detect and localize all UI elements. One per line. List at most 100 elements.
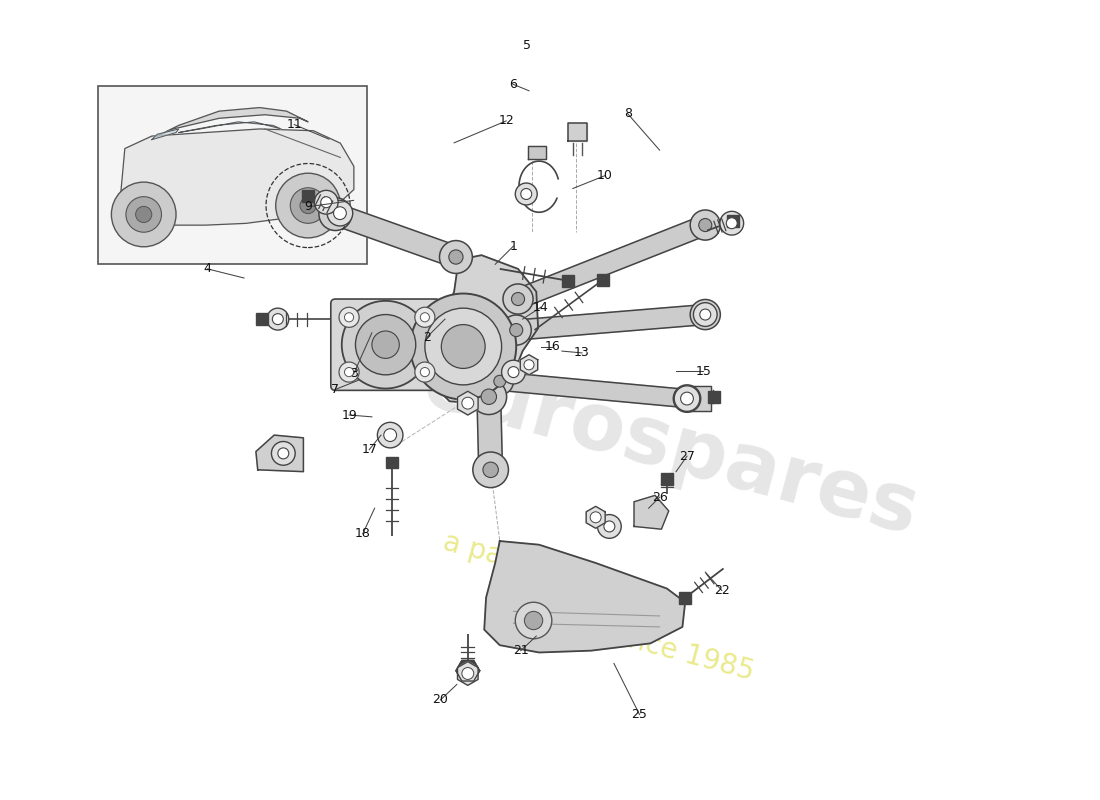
- Circle shape: [690, 299, 721, 330]
- Circle shape: [681, 393, 693, 405]
- Circle shape: [339, 362, 359, 382]
- Circle shape: [508, 366, 519, 378]
- Bar: [661, 473, 673, 485]
- Circle shape: [355, 314, 416, 375]
- Circle shape: [415, 307, 434, 327]
- Circle shape: [344, 367, 353, 377]
- Circle shape: [700, 309, 711, 320]
- Circle shape: [315, 190, 338, 214]
- Circle shape: [410, 294, 516, 399]
- Circle shape: [135, 206, 152, 222]
- Text: 25: 25: [631, 708, 648, 721]
- FancyBboxPatch shape: [331, 299, 440, 390]
- Text: 18: 18: [355, 527, 371, 540]
- Polygon shape: [458, 662, 478, 686]
- Text: 15: 15: [695, 365, 712, 378]
- Polygon shape: [499, 372, 688, 408]
- Polygon shape: [688, 386, 711, 411]
- Circle shape: [384, 429, 397, 442]
- Text: 17: 17: [361, 443, 377, 456]
- Bar: [679, 592, 691, 604]
- Text: 3: 3: [350, 367, 358, 381]
- Circle shape: [449, 250, 463, 264]
- Text: 7: 7: [331, 383, 340, 396]
- Polygon shape: [455, 661, 480, 681]
- Bar: [727, 215, 738, 227]
- Polygon shape: [586, 506, 605, 528]
- Circle shape: [328, 207, 342, 222]
- Circle shape: [673, 385, 701, 412]
- Text: 19: 19: [341, 409, 356, 422]
- Polygon shape: [157, 107, 308, 136]
- Circle shape: [278, 448, 289, 459]
- Circle shape: [690, 210, 721, 240]
- Circle shape: [674, 386, 700, 411]
- Circle shape: [524, 360, 534, 370]
- Text: 6: 6: [509, 78, 517, 91]
- Text: 22: 22: [714, 584, 729, 597]
- Circle shape: [462, 398, 474, 409]
- Text: 12: 12: [498, 114, 514, 127]
- Text: since 1985: since 1985: [604, 619, 758, 686]
- Text: 8: 8: [624, 107, 631, 120]
- Circle shape: [272, 442, 295, 466]
- Circle shape: [441, 325, 485, 369]
- Circle shape: [726, 218, 737, 229]
- Circle shape: [342, 301, 429, 389]
- Circle shape: [525, 611, 542, 630]
- Circle shape: [597, 514, 622, 538]
- Circle shape: [515, 602, 552, 638]
- Circle shape: [327, 200, 353, 226]
- Polygon shape: [516, 305, 706, 340]
- Circle shape: [319, 198, 352, 230]
- Circle shape: [125, 197, 162, 232]
- Text: 5: 5: [524, 38, 531, 52]
- Circle shape: [267, 308, 289, 330]
- Text: 14: 14: [534, 301, 549, 314]
- Circle shape: [471, 379, 507, 414]
- Circle shape: [604, 521, 615, 532]
- Polygon shape: [484, 541, 685, 653]
- Polygon shape: [152, 129, 178, 140]
- Text: 4: 4: [204, 262, 211, 275]
- Polygon shape: [429, 255, 538, 403]
- Text: 2: 2: [422, 331, 430, 344]
- Text: 27: 27: [679, 450, 695, 462]
- Circle shape: [339, 307, 359, 327]
- Circle shape: [693, 302, 717, 326]
- Circle shape: [111, 182, 176, 246]
- Bar: [562, 275, 574, 286]
- Polygon shape: [528, 146, 547, 159]
- Circle shape: [372, 331, 399, 358]
- Circle shape: [273, 314, 284, 325]
- Circle shape: [698, 218, 712, 231]
- Text: 20: 20: [432, 694, 449, 706]
- Polygon shape: [515, 216, 710, 308]
- Text: a passion for: a passion for: [440, 528, 620, 602]
- Circle shape: [502, 315, 531, 345]
- Bar: [708, 391, 720, 402]
- Text: 26: 26: [651, 490, 668, 504]
- Text: 21: 21: [513, 644, 529, 657]
- Circle shape: [333, 206, 346, 219]
- Polygon shape: [634, 495, 669, 529]
- Circle shape: [486, 367, 514, 395]
- Text: 11: 11: [286, 118, 302, 131]
- Circle shape: [462, 667, 474, 679]
- Bar: [597, 274, 609, 286]
- Circle shape: [440, 241, 472, 274]
- Circle shape: [512, 293, 525, 306]
- Circle shape: [344, 313, 353, 322]
- Circle shape: [509, 323, 522, 337]
- Circle shape: [473, 452, 508, 488]
- Polygon shape: [520, 354, 538, 375]
- Circle shape: [515, 183, 537, 205]
- Polygon shape: [120, 129, 354, 225]
- Bar: [386, 457, 398, 469]
- Circle shape: [276, 174, 340, 238]
- Circle shape: [425, 308, 502, 385]
- Text: 1: 1: [509, 239, 517, 253]
- Text: 13: 13: [574, 346, 590, 359]
- Text: 23: 23: [547, 0, 562, 3]
- Circle shape: [719, 211, 744, 235]
